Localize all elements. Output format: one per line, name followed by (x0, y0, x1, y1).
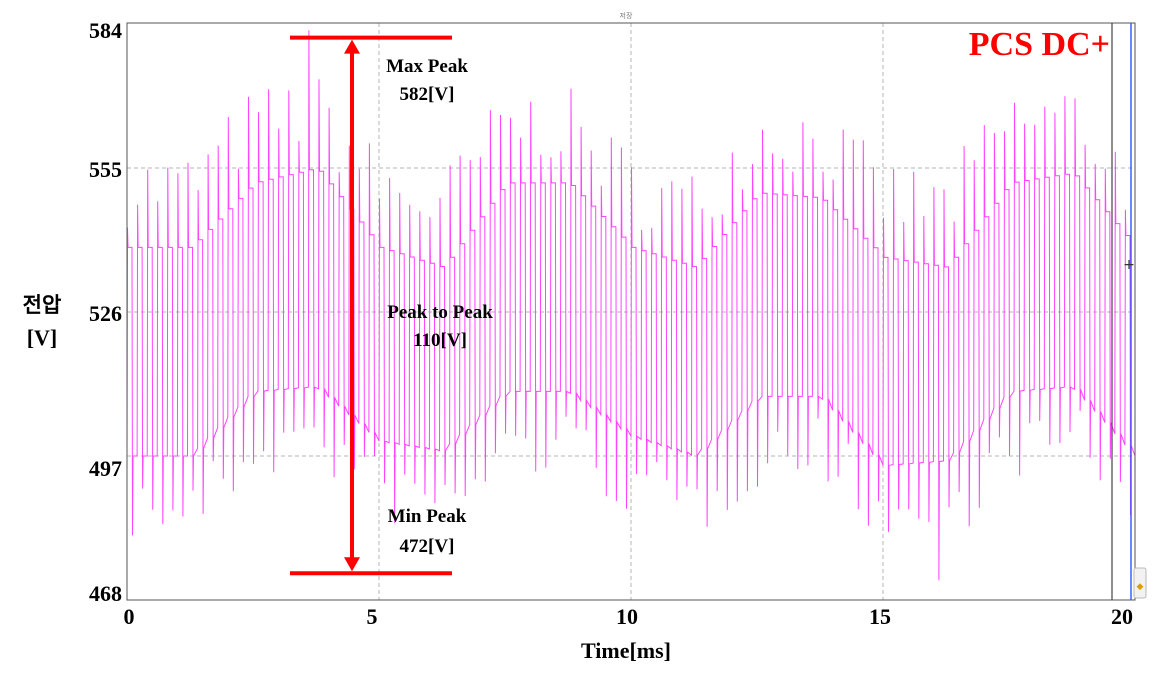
x-tick-label: 15 (869, 604, 891, 629)
y-axis-title-line2: [V] (27, 325, 58, 350)
x-tick-label: 20 (1111, 604, 1133, 629)
top-small-label: 저장 (620, 11, 633, 20)
arrow-head-down (344, 557, 360, 572)
y-tick-label: 497 (89, 456, 122, 481)
arrow-head-up (344, 39, 360, 54)
p2p-label: Peak to Peak (387, 302, 493, 323)
x-tick-label: 10 (616, 604, 638, 629)
plot-frame (126, 22, 1136, 601)
scroll-handle[interactable] (1133, 567, 1147, 599)
y-tick-labels: 584 555 526 497 468 (89, 18, 122, 606)
y-axis-title-line1: 전압 (23, 293, 62, 317)
y-tick-label: 526 (89, 301, 122, 326)
x-axis-title: Time[ms] (581, 638, 671, 663)
x-tick-label: 5 (367, 604, 378, 629)
p2p-value: 110[V] (413, 330, 467, 351)
min-peak-label: Min Peak (388, 506, 467, 527)
chart-title: PCS DC+ (969, 26, 1110, 63)
y-tick-label: 555 (89, 157, 122, 182)
signal-line (126, 30, 1136, 581)
diamond-icon: ◆ (1137, 582, 1144, 592)
min-peak-value: 472[V] (400, 536, 455, 557)
y-tick-label: 468 (89, 581, 122, 606)
y-tick-label: 584 (89, 18, 122, 43)
crosshair-icon: + (1123, 257, 1135, 273)
x-tick-labels: 0 5 10 15 20 (124, 604, 1134, 629)
x-tick-label: 0 (124, 604, 135, 629)
signal-trace (126, 30, 1136, 581)
max-peak-value: 582[V] (400, 84, 455, 105)
max-peak-label: Max Peak (386, 56, 468, 77)
